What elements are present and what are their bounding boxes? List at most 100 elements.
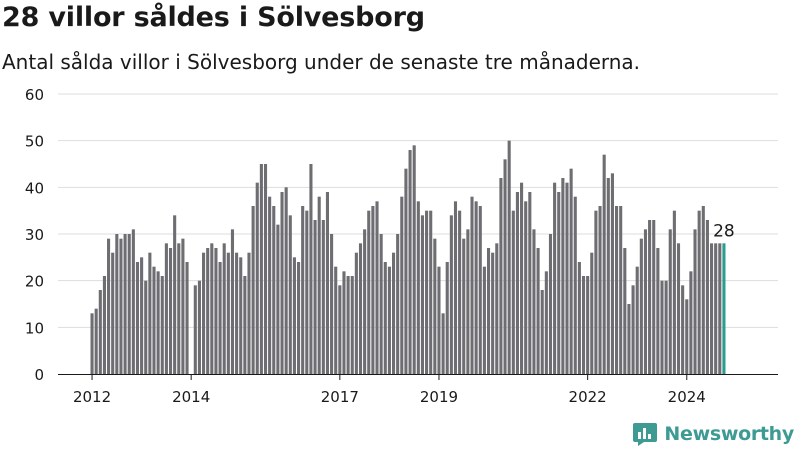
- bar: [330, 234, 334, 374]
- bar: [569, 168, 573, 374]
- bar: [474, 201, 478, 374]
- bar: [515, 192, 519, 374]
- bar: [338, 285, 342, 374]
- bar: [643, 229, 648, 374]
- bar: [375, 201, 379, 374]
- bar: [321, 220, 325, 374]
- bar: [148, 252, 152, 374]
- bar: [239, 257, 243, 374]
- x-tick-label: 2012: [73, 388, 111, 406]
- bar: [668, 229, 672, 374]
- bar: [705, 220, 709, 374]
- bar: [185, 262, 189, 374]
- bar: [676, 243, 681, 374]
- bar: [660, 280, 664, 374]
- bar: [412, 145, 416, 374]
- bar: [226, 252, 230, 374]
- bar: [317, 196, 321, 374]
- bar: [255, 182, 259, 374]
- bar: [276, 224, 280, 374]
- bar: [462, 238, 466, 374]
- bar: [383, 262, 387, 374]
- bar: [325, 192, 330, 374]
- newsworthy-logo-icon: [633, 423, 658, 446]
- bar: [540, 290, 544, 374]
- bar: [714, 243, 718, 374]
- bar: [115, 234, 119, 374]
- bar: [433, 238, 437, 374]
- bar: [524, 201, 528, 374]
- bar: [391, 252, 396, 374]
- bar: [470, 196, 474, 374]
- bar: [90, 313, 94, 374]
- bar: [466, 229, 470, 374]
- bar: [222, 243, 226, 374]
- bar: [98, 290, 102, 374]
- bar: [656, 248, 660, 374]
- bar: [598, 206, 602, 374]
- y-tick-label: 60: [25, 86, 44, 104]
- brand-name: Newsworthy: [664, 423, 794, 445]
- bar: [548, 234, 553, 374]
- y-tick-label: 30: [25, 226, 44, 244]
- bar: [520, 182, 524, 374]
- bar: [590, 252, 594, 374]
- bar: [610, 173, 614, 374]
- bar: [441, 313, 445, 374]
- bar: [210, 243, 214, 374]
- bar: [280, 192, 284, 374]
- bar: [107, 238, 111, 374]
- bar: [478, 206, 482, 374]
- bar: [507, 140, 511, 374]
- bar: [615, 206, 619, 374]
- bar: [722, 243, 726, 374]
- bar: [131, 229, 135, 374]
- annotations: 28: [713, 221, 735, 241]
- bar: [594, 210, 598, 374]
- bar: [297, 262, 301, 374]
- bar: [371, 206, 375, 374]
- bar: [648, 220, 652, 374]
- bar: [689, 271, 693, 374]
- bar: [135, 262, 140, 374]
- chart-title: 28 villor såldes i Sölvesborg: [2, 2, 425, 33]
- bar: [305, 210, 309, 374]
- bar: [404, 168, 408, 374]
- bar: [181, 238, 185, 374]
- bar: [445, 262, 449, 374]
- bar: [127, 234, 131, 374]
- bar: [272, 206, 276, 374]
- bar: [449, 215, 453, 374]
- x-axis: 2012 2014 2017 2019 2022 2024: [58, 374, 778, 406]
- bar: [602, 154, 606, 374]
- bar: [164, 243, 168, 374]
- bar: [495, 243, 499, 374]
- y-tick-label: 10: [25, 319, 44, 337]
- x-tick-label: 2024: [668, 388, 706, 406]
- bar: [350, 276, 354, 374]
- bar: [631, 285, 635, 374]
- bar: [536, 248, 540, 374]
- bar: [420, 215, 424, 374]
- bar: [309, 164, 313, 374]
- bar: [243, 276, 247, 374]
- bar: [206, 248, 210, 374]
- bar: [263, 164, 268, 374]
- bar: [119, 238, 123, 374]
- bar: [387, 266, 391, 374]
- bar: [718, 243, 722, 374]
- bar: [511, 210, 515, 374]
- bar: [156, 271, 160, 374]
- brand-logo: Newsworthy: [632, 420, 794, 448]
- bar: [160, 276, 164, 374]
- bar: [123, 234, 127, 374]
- bar: [363, 229, 367, 374]
- bar: [313, 220, 317, 374]
- x-tick-label: 2022: [569, 388, 607, 406]
- bar: [453, 201, 458, 374]
- bar: [458, 210, 462, 374]
- y-tick-label: 0: [34, 366, 44, 384]
- bar: [268, 196, 272, 374]
- bar: [334, 266, 338, 374]
- bar: [111, 252, 115, 374]
